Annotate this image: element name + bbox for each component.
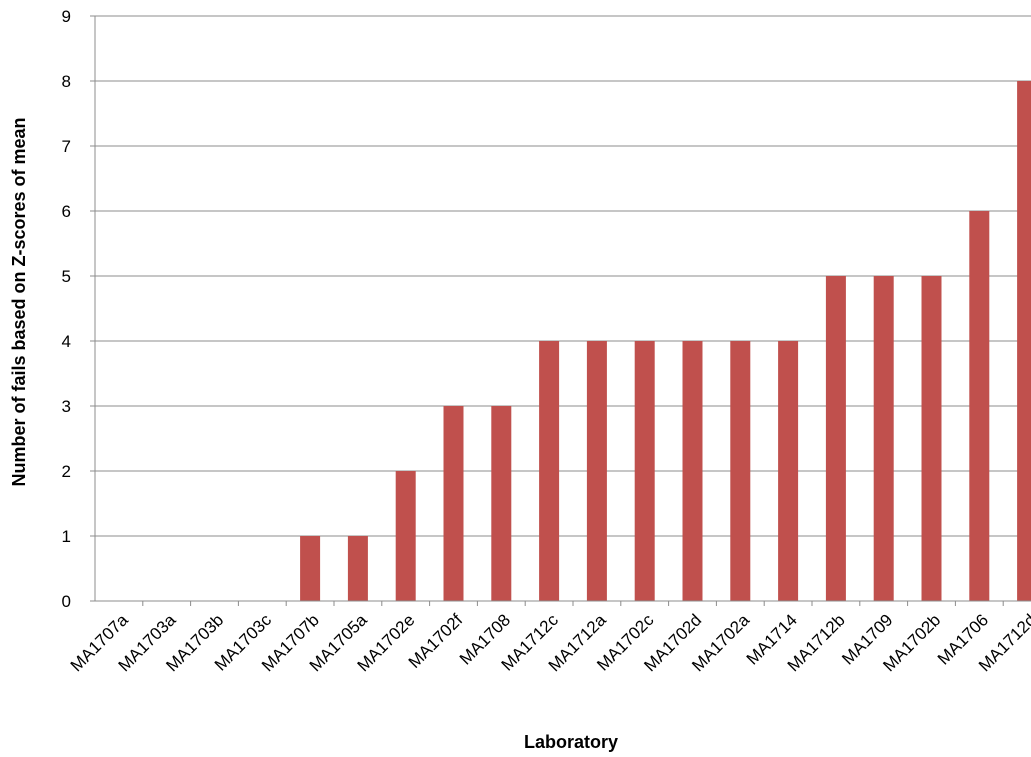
y-tick-label: 4 bbox=[62, 332, 71, 351]
axes bbox=[90, 15, 1031, 606]
y-tick-label: 3 bbox=[62, 397, 71, 416]
y-tick-label: 9 bbox=[62, 7, 71, 26]
y-tick-label: 1 bbox=[62, 527, 71, 546]
bar-MA1714 bbox=[778, 341, 799, 601]
bar-MA1702c bbox=[634, 341, 655, 601]
y-tick-label: 8 bbox=[62, 72, 71, 91]
y-tick-label: 6 bbox=[62, 202, 71, 221]
y-tick-label: 5 bbox=[62, 267, 71, 286]
y-tick-label: 2 bbox=[62, 462, 71, 481]
bars bbox=[300, 81, 1031, 601]
gridlines bbox=[95, 15, 1031, 537]
bar-MA1702f bbox=[443, 406, 464, 601]
bar-MA1707b bbox=[300, 536, 321, 601]
y-tick-labels: 0 1 2 3 4 5 6 7 8 9 bbox=[62, 7, 71, 611]
y-tick-label: 0 bbox=[62, 592, 71, 611]
bar-MA1702b bbox=[921, 276, 942, 601]
bar-MA1705a bbox=[347, 536, 368, 601]
bar-MA1712a bbox=[586, 341, 607, 601]
x-axis-title: Laboratory bbox=[524, 732, 618, 752]
bar-MA1702a bbox=[730, 341, 751, 601]
bar-MA1712c bbox=[539, 341, 560, 601]
bar-MA1708 bbox=[491, 406, 512, 601]
bar-MA1702d bbox=[682, 341, 703, 601]
bar-MA1706 bbox=[969, 211, 990, 601]
bar-MA1702e bbox=[395, 471, 416, 601]
y-tick-label: 7 bbox=[62, 137, 71, 156]
bar-MA1712b bbox=[825, 276, 846, 601]
bar-MA1709 bbox=[873, 276, 894, 601]
x-tick-labels: MA1707aMA1703aMA1703bMA1703cMA1707bMA170… bbox=[67, 610, 1031, 675]
y-axis-title: Number of fails based on Z-scores of mea… bbox=[9, 117, 29, 486]
bar-MA1712d bbox=[1017, 81, 1031, 601]
